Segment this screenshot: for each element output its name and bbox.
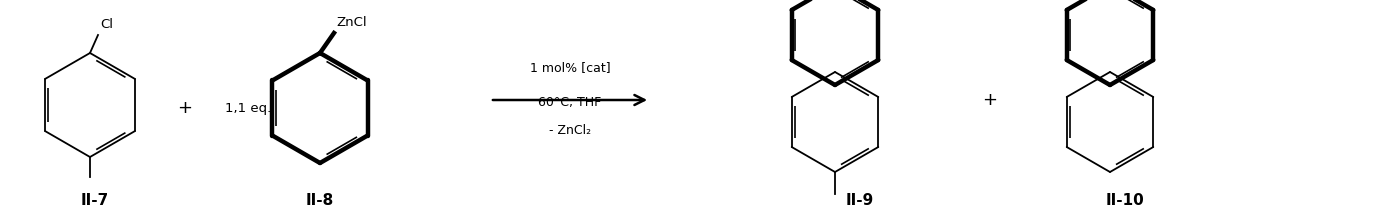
Text: 1,1 eq.: 1,1 eq. bbox=[225, 102, 272, 114]
Text: Cl: Cl bbox=[99, 18, 113, 31]
Text: II-8: II-8 bbox=[306, 192, 334, 208]
Text: ZnCl: ZnCl bbox=[335, 16, 367, 29]
Text: 60°C, THF: 60°C, THF bbox=[538, 95, 602, 109]
Text: II-7: II-7 bbox=[81, 192, 109, 208]
Text: II-9: II-9 bbox=[846, 192, 874, 208]
Text: +: + bbox=[178, 99, 192, 117]
Text: - ZnCl₂: - ZnCl₂ bbox=[549, 124, 591, 136]
Text: +: + bbox=[983, 91, 998, 109]
Text: 1 mol% [cat]: 1 mol% [cat] bbox=[530, 61, 610, 75]
Text: II-10: II-10 bbox=[1105, 192, 1144, 208]
